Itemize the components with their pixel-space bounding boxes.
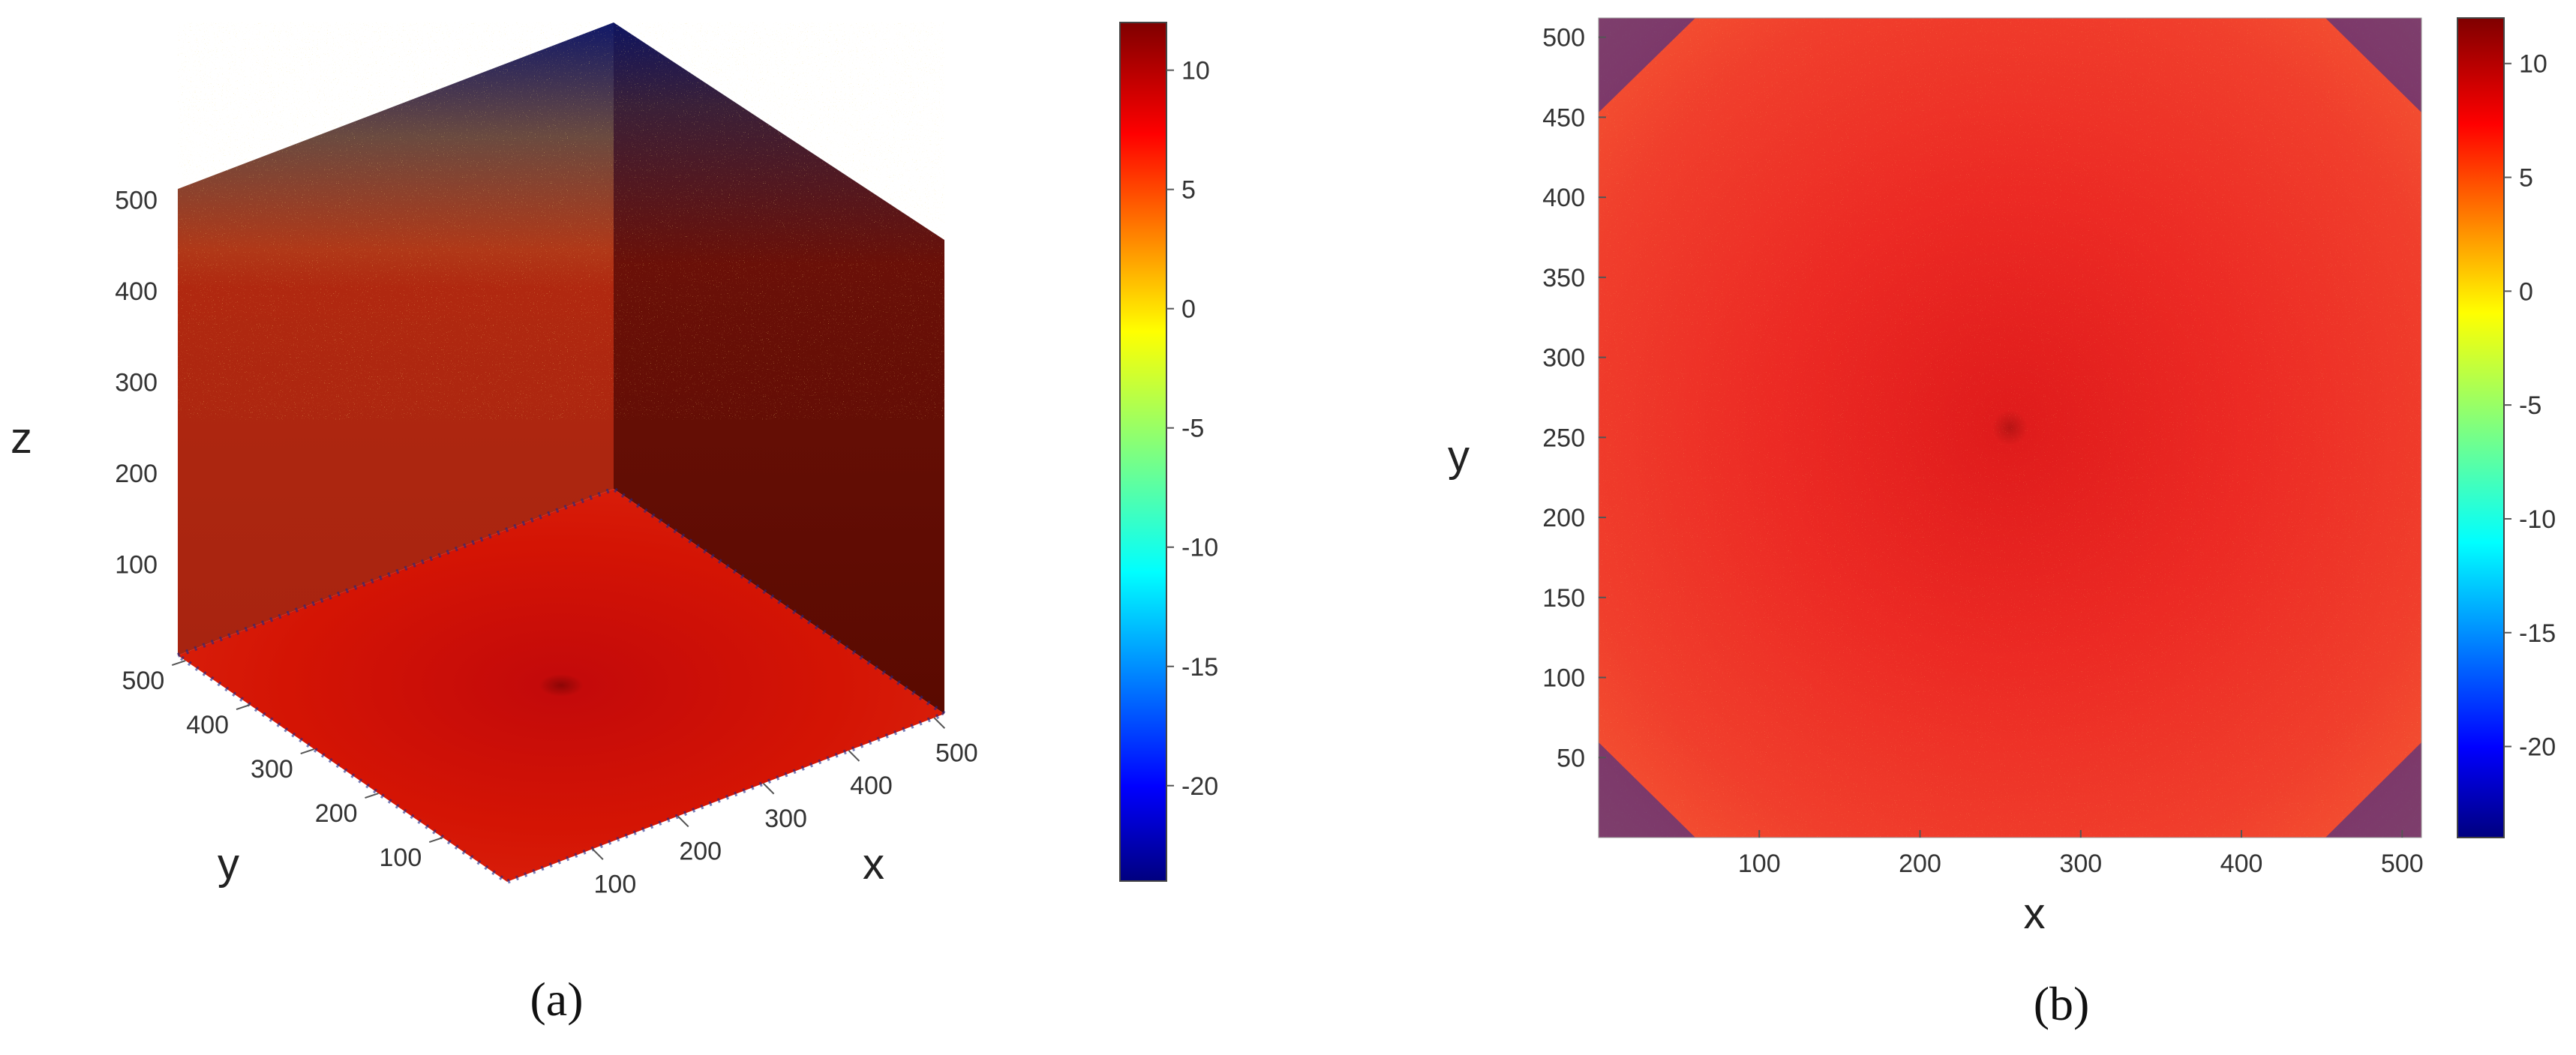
y-tick-mark [236,704,251,711]
z-tick-label: 200 [115,460,158,488]
y-tick-mark [300,748,315,754]
heatmap-b-speckle [1599,18,2421,838]
z-tick-label: 100 [115,551,158,580]
colorbar-b-tick-label: -15 [2519,619,2556,648]
corner-noise [1599,18,2421,838]
colorbar-b-tick-label: 10 [2519,50,2547,79]
colorbar-a-tick-label: -20 [1181,772,1218,801]
x-tick-mark [592,848,604,860]
x-axis-label: x [863,840,884,889]
panel-b-2d-slice: 100 200 300 400 500 501001502002503003504004… [1448,17,2556,1030]
z-axis-ticks: 100 200 300 400 500 [115,187,158,580]
caption-b: (b) [2034,977,2090,1030]
y-tick-label: 100 [380,844,422,872]
colorbar-a-tick-label: -5 [1181,415,1204,443]
x-tick-label: 400 [850,772,893,800]
wall-speckle [178,22,944,420]
x-tick-label: 300 [764,805,807,833]
colorbar-b-tick-label: -5 [2519,391,2541,420]
z-tick-label: 400 [115,277,158,306]
colorbar-b-tick-label: -20 [2519,733,2556,762]
x-tick-label-b: 200 [1899,850,1941,878]
colorbar-b-tick-label: 0 [2519,277,2533,306]
x-tick-label: 500 [935,739,978,767]
colorbar-a-tick-label: -15 [1181,653,1218,682]
colorbar-a-tick-label: 0 [1181,295,1196,324]
x-tick-label: 100 [594,870,637,898]
x-tick-mark [762,783,775,795]
colorbar-a-tick-label: 5 [1181,176,1196,205]
y-tick-label-b: 400 [1542,184,1585,212]
y-axis-ticks-b: 50 100 150 200 250 300 350 400 450 500 [1542,24,1606,772]
y-tick-label: 500 [122,667,165,695]
x-tick-label-b: 500 [2381,850,2424,878]
y-tick-label-b: 450 [1542,103,1585,132]
y-tick-mark [365,793,379,799]
colorbar-a-ticks: 10 5 0 -5 -10 -15 -20 [1166,57,1218,801]
y-tick-mark [428,837,443,843]
z-tick-label: 300 [115,369,158,397]
x-axis-ticks-b: 100 200 300 400 500 [1738,830,2424,878]
y-tick-label: 200 [315,799,358,828]
y-tick-label-b: 150 [1542,584,1585,613]
colorbar-a [1119,22,1167,882]
y-tick-label-b: 250 [1542,424,1585,452]
y-tick-label: 400 [186,711,229,739]
z-axis-label: z [11,414,32,463]
x-tick-label-b: 400 [2220,850,2263,878]
y-tick-label-b: 350 [1542,264,1585,292]
colorbar-a-tick-label: 10 [1181,57,1210,85]
y-tick-label-b: 50 [1557,744,1585,772]
y-axis-label: y [218,840,239,889]
x-tick-mark [848,750,860,762]
y-axis-label-b: y [1448,432,1470,481]
y-tick-label-b: 300 [1542,344,1585,373]
y-tick-label-b: 100 [1542,664,1585,693]
y-axis-ticks: 100 200 300 400 500 [122,660,443,872]
x-axis-ticks: 100 200 300 400 500 [592,717,978,898]
colorbar-b-tick-label: 5 [2519,164,2533,193]
y-tick-label-b: 200 [1542,504,1585,532]
x-axis-label-b: x [2024,889,2046,938]
x-tick-mark [933,717,946,729]
x-tick-label-b: 300 [2059,850,2102,878]
plot-frame-b [1598,17,2422,838]
colorbar-b [2457,17,2505,838]
face-bottom [178,489,944,882]
x-tick-label-b: 100 [1738,850,1781,878]
z-tick-label: 500 [115,187,158,215]
y-tick-label-b: 500 [1542,24,1585,52]
floor-edge-noise [173,486,950,885]
colorbar-a-tick-label: -10 [1181,534,1218,562]
caption-a: (a) [530,973,583,1026]
x-tick-label: 200 [679,838,722,866]
y-tick-label: 300 [251,755,293,784]
colorbar-b-tick-label: -10 [2519,505,2556,534]
colorbar-b-ticks: 10 5 0 -5 -10 -15 -20 [2504,50,2556,762]
y-tick-mark [171,660,186,667]
x-tick-mark [677,815,689,828]
